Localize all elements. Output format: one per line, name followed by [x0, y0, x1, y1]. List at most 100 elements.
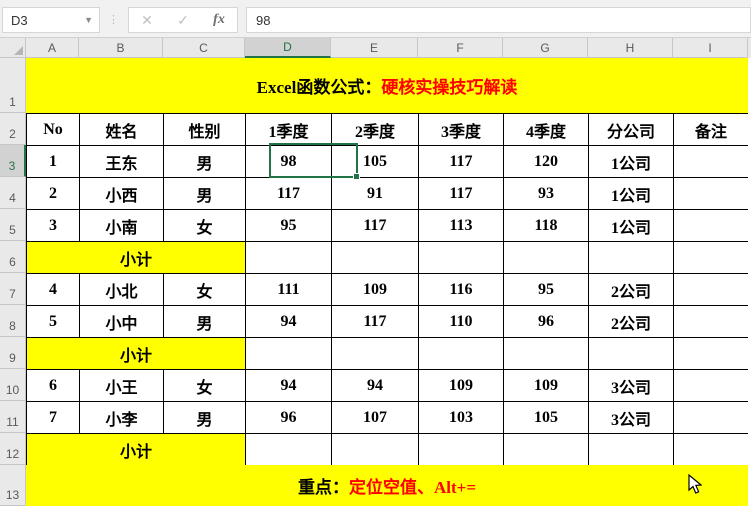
- row-header-7[interactable]: 7: [0, 273, 26, 305]
- row-header-11[interactable]: 11: [0, 401, 26, 433]
- table-cell[interactable]: 2公司: [588, 273, 674, 306]
- empty-cell[interactable]: [673, 241, 749, 274]
- column-header-B[interactable]: B: [79, 38, 163, 58]
- column-title-cell[interactable]: No: [26, 113, 80, 146]
- table-cell[interactable]: 117: [418, 177, 504, 210]
- column-header-G[interactable]: G: [503, 38, 588, 58]
- title-banner-cell[interactable]: Excel函数公式： 硬核实操技巧解读: [26, 58, 748, 113]
- column-title-cell[interactable]: 备注: [673, 113, 749, 146]
- table-cell[interactable]: 小西: [79, 177, 164, 210]
- row-header-5[interactable]: 5: [0, 209, 26, 241]
- table-cell[interactable]: 117: [331, 305, 419, 338]
- table-cell[interactable]: 3: [26, 209, 80, 242]
- name-box[interactable]: D3 ▼: [2, 7, 100, 33]
- table-cell[interactable]: 小南: [79, 209, 164, 242]
- column-header-F[interactable]: F: [418, 38, 503, 58]
- formula-bar[interactable]: 98: [246, 7, 751, 33]
- confirm-icon[interactable]: ✓: [177, 11, 189, 28]
- row-header-13[interactable]: 13: [0, 465, 26, 506]
- toolbar-splitter-dots[interactable]: ⋮: [108, 14, 119, 26]
- cancel-icon[interactable]: ✕: [141, 11, 153, 28]
- table-cell[interactable]: 小王: [79, 369, 164, 402]
- empty-cell[interactable]: [588, 337, 674, 370]
- empty-cell[interactable]: [673, 433, 749, 466]
- row-header-3[interactable]: 3: [0, 145, 26, 177]
- table-cell[interactable]: 95: [245, 209, 332, 242]
- table-cell[interactable]: 3公司: [588, 401, 674, 434]
- table-cell[interactable]: 小中: [79, 305, 164, 338]
- empty-cell[interactable]: [331, 337, 419, 370]
- column-title-cell[interactable]: 3季度: [418, 113, 504, 146]
- table-cell[interactable]: [673, 305, 749, 338]
- row-header-12[interactable]: 12: [0, 433, 26, 465]
- table-cell[interactable]: 94: [331, 369, 419, 402]
- table-cell[interactable]: 109: [503, 369, 589, 402]
- table-cell[interactable]: 2公司: [588, 305, 674, 338]
- select-all-corner[interactable]: [0, 38, 26, 58]
- table-cell[interactable]: 1公司: [588, 145, 674, 178]
- table-cell[interactable]: 120: [503, 145, 589, 178]
- table-cell[interactable]: 男: [163, 145, 246, 178]
- column-title-cell[interactable]: 姓名: [79, 113, 164, 146]
- table-cell[interactable]: 1公司: [588, 209, 674, 242]
- table-cell[interactable]: 94: [245, 305, 332, 338]
- empty-cell[interactable]: [418, 433, 504, 466]
- table-cell[interactable]: 1公司: [588, 177, 674, 210]
- row-header-6[interactable]: 6: [0, 241, 26, 273]
- table-cell[interactable]: 105: [503, 401, 589, 434]
- chevron-down-icon[interactable]: ▼: [84, 15, 93, 25]
- empty-cell[interactable]: [245, 241, 332, 274]
- fx-icon[interactable]: fx: [213, 12, 225, 27]
- table-cell[interactable]: 96: [245, 401, 332, 434]
- table-cell[interactable]: 109: [331, 273, 419, 306]
- column-header-I[interactable]: I: [673, 38, 748, 58]
- table-cell[interactable]: 113: [418, 209, 504, 242]
- empty-cell[interactable]: [245, 337, 332, 370]
- table-cell[interactable]: 男: [163, 177, 246, 210]
- table-cell[interactable]: 91: [331, 177, 419, 210]
- table-cell[interactable]: 3公司: [588, 369, 674, 402]
- empty-cell[interactable]: [245, 433, 332, 466]
- table-cell[interactable]: 107: [331, 401, 419, 434]
- row-header-9[interactable]: 9: [0, 337, 26, 369]
- subtotal-label-cell[interactable]: 小计: [26, 433, 246, 466]
- table-cell[interactable]: 1: [26, 145, 80, 178]
- table-cell[interactable]: 109: [418, 369, 504, 402]
- empty-cell[interactable]: [331, 433, 419, 466]
- table-cell[interactable]: 116: [418, 273, 504, 306]
- empty-cell[interactable]: [418, 241, 504, 274]
- table-cell[interactable]: [673, 177, 749, 210]
- row-header-10[interactable]: 10: [0, 369, 26, 401]
- footer-banner-cell[interactable]: 重点： 定位空值、Alt+=: [26, 465, 748, 506]
- column-title-cell[interactable]: 分公司: [588, 113, 674, 146]
- row-header-2[interactable]: 2: [0, 113, 26, 145]
- table-cell[interactable]: 2: [26, 177, 80, 210]
- column-header-H[interactable]: H: [588, 38, 673, 58]
- table-cell[interactable]: 6: [26, 369, 80, 402]
- column-header-E[interactable]: E: [331, 38, 418, 58]
- table-cell[interactable]: [673, 145, 749, 178]
- table-cell[interactable]: 98: [245, 145, 332, 178]
- column-header-A[interactable]: A: [26, 38, 79, 58]
- table-cell[interactable]: [673, 273, 749, 306]
- table-cell[interactable]: 117: [245, 177, 332, 210]
- empty-cell[interactable]: [503, 337, 589, 370]
- table-cell[interactable]: 女: [163, 273, 246, 306]
- empty-cell[interactable]: [588, 433, 674, 466]
- table-cell[interactable]: 5: [26, 305, 80, 338]
- table-cell[interactable]: 4: [26, 273, 80, 306]
- table-cell[interactable]: 小北: [79, 273, 164, 306]
- table-cell[interactable]: 7: [26, 401, 80, 434]
- table-cell[interactable]: 111: [245, 273, 332, 306]
- subtotal-label-cell[interactable]: 小计: [26, 337, 246, 370]
- row-header-8[interactable]: 8: [0, 305, 26, 337]
- table-cell[interactable]: [673, 401, 749, 434]
- empty-cell[interactable]: [673, 337, 749, 370]
- table-cell[interactable]: 110: [418, 305, 504, 338]
- empty-cell[interactable]: [418, 337, 504, 370]
- row-header-4[interactable]: 4: [0, 177, 26, 209]
- empty-cell[interactable]: [503, 241, 589, 274]
- table-cell[interactable]: 93: [503, 177, 589, 210]
- table-cell[interactable]: [673, 209, 749, 242]
- table-cell[interactable]: 117: [418, 145, 504, 178]
